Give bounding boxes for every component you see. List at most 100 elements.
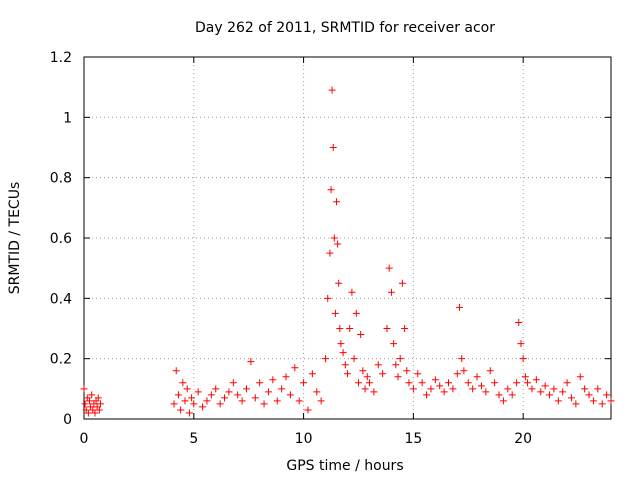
data-point [183, 385, 191, 393]
data-point [427, 385, 435, 393]
chart-title: Day 262 of 2011, SRMTID for receiver aco… [195, 20, 495, 36]
data-point [273, 397, 281, 405]
data-point [341, 361, 349, 369]
data-point [418, 379, 426, 387]
data-point [436, 382, 444, 390]
y-axis-label: SRMTID / TECUs [7, 182, 23, 295]
y-tick-label: 0.4 [50, 291, 72, 307]
grid-lines [84, 57, 611, 419]
data-point [473, 373, 481, 381]
data-point [207, 391, 215, 399]
data-point [541, 382, 549, 390]
data-point [589, 397, 597, 405]
data-point [379, 370, 387, 378]
data-point [300, 379, 308, 387]
data-point [344, 370, 351, 378]
x-tick-label: 20 [514, 431, 532, 447]
data-point [170, 400, 178, 408]
data-point [495, 391, 503, 399]
data-point [247, 358, 255, 366]
data-point [504, 385, 512, 393]
data-point [304, 406, 312, 414]
data-point [423, 391, 431, 399]
data-point [499, 397, 507, 405]
data-point [607, 397, 615, 405]
x-axis-label: GPS time / hours [286, 458, 403, 474]
data-point [212, 385, 220, 393]
data-point [295, 397, 303, 405]
data-point [445, 379, 453, 387]
data-point [508, 391, 516, 399]
data-point [282, 373, 290, 381]
data-point [339, 349, 347, 357]
data-point [460, 367, 468, 375]
data-point [242, 385, 250, 393]
data-point [84, 409, 92, 417]
data-point [396, 355, 404, 363]
data-point [469, 385, 477, 393]
data-point [328, 86, 336, 94]
data-point [337, 340, 345, 348]
data-point [335, 279, 343, 287]
data-point [517, 340, 525, 348]
data-point [403, 367, 411, 375]
data-point [88, 391, 96, 399]
data-point [80, 385, 88, 393]
data-point [264, 388, 272, 396]
data-point [598, 400, 606, 408]
data-point [572, 400, 580, 408]
data-point [409, 385, 417, 393]
data-point [190, 400, 198, 408]
data-point [350, 355, 358, 363]
data-point [554, 397, 562, 405]
data-point [354, 379, 362, 387]
data-point [346, 325, 354, 332]
y-tick-label: 0.2 [50, 352, 72, 368]
data-points [80, 86, 615, 417]
data-point [550, 385, 558, 393]
y-tick-label: 0.8 [50, 171, 72, 187]
y-tick-label: 0.6 [50, 231, 72, 247]
data-point [331, 309, 339, 317]
data-point [221, 394, 229, 402]
data-point [401, 325, 409, 332]
data-point [322, 355, 330, 363]
x-tick-label: 5 [189, 431, 198, 447]
y-tick-label: 1 [63, 110, 72, 126]
data-point [477, 382, 485, 390]
y-tick-label: 0 [63, 412, 72, 428]
data-point [251, 394, 259, 402]
data-point [260, 400, 268, 408]
data-point [363, 373, 371, 381]
data-point [95, 406, 103, 414]
axis-ticks: 0 5 10 15 20 0 0.2 0.4 0.6 0.8 1 1.2 [50, 50, 611, 447]
data-point [528, 385, 536, 393]
data-point [513, 379, 521, 387]
data-point [334, 240, 342, 248]
data-point [94, 394, 102, 402]
data-point [431, 376, 439, 384]
data-point [329, 144, 337, 151]
data-point [414, 370, 422, 378]
data-point [387, 288, 395, 296]
data-point [317, 397, 325, 405]
data-point [326, 249, 334, 257]
data-point [563, 379, 571, 387]
data-point [576, 373, 584, 381]
data-point [324, 294, 332, 302]
data-point [581, 385, 589, 393]
data-point [585, 391, 593, 399]
data-point [194, 388, 202, 396]
data-point [464, 379, 472, 387]
data-point [546, 391, 554, 399]
data-point [361, 385, 369, 393]
data-point [491, 379, 499, 387]
data-point [532, 376, 540, 384]
data-point [359, 367, 367, 375]
data-point [449, 385, 457, 393]
data-point [440, 388, 448, 396]
data-point [181, 397, 189, 405]
data-point [172, 367, 180, 375]
data-point [85, 397, 93, 405]
